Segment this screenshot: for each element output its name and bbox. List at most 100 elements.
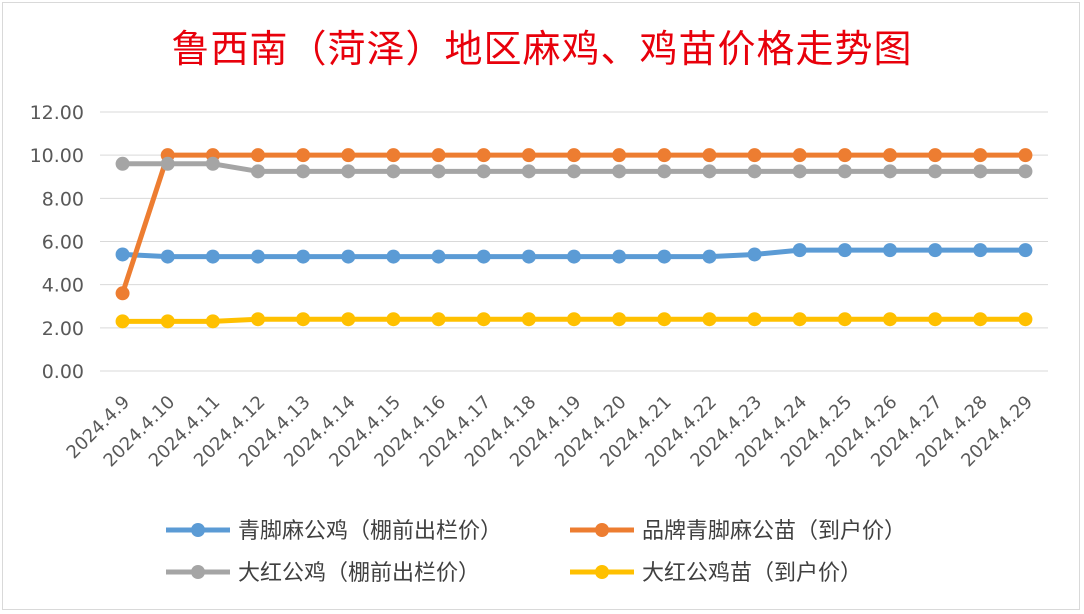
data-point xyxy=(747,164,762,179)
y-tick-label: 8.00 xyxy=(42,188,84,210)
y-axis: 0.00 2.00 4.00 6.00 8.00 10.00 12.00 xyxy=(30,102,84,383)
data-point xyxy=(521,312,536,327)
data-point xyxy=(883,164,897,179)
data-point xyxy=(792,243,807,258)
data-point xyxy=(973,164,988,179)
legend-item: 大红公鸡（棚前出栏价） xyxy=(166,561,480,586)
data-point xyxy=(702,148,717,163)
legend: 青脚麻公鸡（棚前出栏价） 品牌青脚麻公苗（到户价） 大红公鸡（棚前出栏价） 大红公鸡苗… xyxy=(166,519,906,586)
data-point xyxy=(567,312,581,327)
data-point xyxy=(115,314,130,329)
data-point xyxy=(837,164,852,179)
data-point xyxy=(657,249,672,264)
data-point xyxy=(205,314,220,329)
y-tick-label: 2.00 xyxy=(42,318,84,340)
legend-item: 品牌青脚麻公苗（到户价） xyxy=(570,519,906,544)
data-point xyxy=(476,148,491,163)
data-point xyxy=(431,148,446,163)
data-point xyxy=(1018,243,1033,258)
data-point xyxy=(792,148,807,163)
data-point xyxy=(973,148,988,163)
data-point xyxy=(837,243,852,258)
series-line-3 xyxy=(115,156,1033,179)
legend-label: 大红公鸡（棚前出栏价） xyxy=(238,561,480,586)
data-point xyxy=(567,249,581,264)
data-point xyxy=(702,312,717,327)
y-tick-label: 4.00 xyxy=(42,275,84,297)
data-point xyxy=(657,164,672,179)
data-point xyxy=(160,156,175,171)
data-point xyxy=(883,243,897,258)
legend-swatch-marker xyxy=(191,565,205,579)
data-point xyxy=(1018,164,1033,179)
data-point xyxy=(476,312,491,327)
data-point xyxy=(431,164,446,179)
data-point xyxy=(341,164,356,179)
data-point xyxy=(386,312,401,327)
data-point xyxy=(476,164,491,179)
data-point xyxy=(567,164,581,179)
y-tick-label: 0.00 xyxy=(42,361,84,383)
data-point xyxy=(386,148,401,163)
data-point xyxy=(251,249,265,264)
data-point xyxy=(657,148,672,163)
data-point xyxy=(792,164,807,179)
data-point xyxy=(973,312,988,327)
data-point xyxy=(1018,312,1033,327)
data-point xyxy=(612,312,627,327)
legend-swatch-marker xyxy=(191,523,205,537)
data-point xyxy=(792,312,807,327)
data-point xyxy=(928,164,943,179)
series-group xyxy=(115,148,1033,329)
data-point xyxy=(160,314,175,329)
data-point xyxy=(476,249,491,264)
data-point xyxy=(251,312,265,327)
data-point xyxy=(973,243,988,258)
data-point xyxy=(296,312,311,327)
data-point xyxy=(837,148,852,163)
data-point xyxy=(341,312,356,327)
series-line-1 xyxy=(115,243,1033,264)
data-point xyxy=(702,249,717,264)
data-point xyxy=(115,286,130,301)
data-point xyxy=(928,243,943,258)
data-point xyxy=(567,148,581,163)
data-point xyxy=(612,148,627,163)
data-point xyxy=(928,148,943,163)
data-point xyxy=(386,164,401,179)
data-point xyxy=(160,249,175,264)
data-point xyxy=(1018,148,1033,163)
data-point xyxy=(341,249,356,264)
data-point xyxy=(115,156,130,171)
legend-label: 品牌青脚麻公苗（到户价） xyxy=(642,519,906,544)
data-point xyxy=(747,148,762,163)
y-tick-label: 10.00 xyxy=(30,145,84,167)
data-point xyxy=(205,156,220,171)
data-point xyxy=(612,164,627,179)
data-point xyxy=(521,249,536,264)
data-point xyxy=(521,164,536,179)
data-point xyxy=(296,249,311,264)
data-point xyxy=(657,312,672,327)
y-tick-label: 6.00 xyxy=(42,232,84,254)
data-point xyxy=(612,249,627,264)
data-point xyxy=(251,148,265,163)
x-axis: 2024.4.92024.4.102024.4.112024.4.122024.… xyxy=(63,392,1037,472)
data-point xyxy=(251,164,265,179)
legend-item: 大红公鸡苗（到户价） xyxy=(570,561,862,586)
data-point xyxy=(115,247,130,262)
data-point xyxy=(883,312,897,327)
data-point xyxy=(883,148,897,163)
legend-swatch-marker xyxy=(595,523,609,537)
legend-item: 青脚麻公鸡（棚前出栏价） xyxy=(166,519,502,544)
data-point xyxy=(205,249,220,264)
legend-swatch-marker xyxy=(595,565,609,579)
chart-title: 鲁西南（菏泽）地区麻鸡、鸡苗价格走势图 xyxy=(171,27,913,71)
data-point xyxy=(747,247,762,262)
data-point xyxy=(341,148,356,163)
data-point xyxy=(296,164,311,179)
series-line-4 xyxy=(115,312,1033,329)
legend-label: 大红公鸡苗（到户价） xyxy=(642,561,862,586)
